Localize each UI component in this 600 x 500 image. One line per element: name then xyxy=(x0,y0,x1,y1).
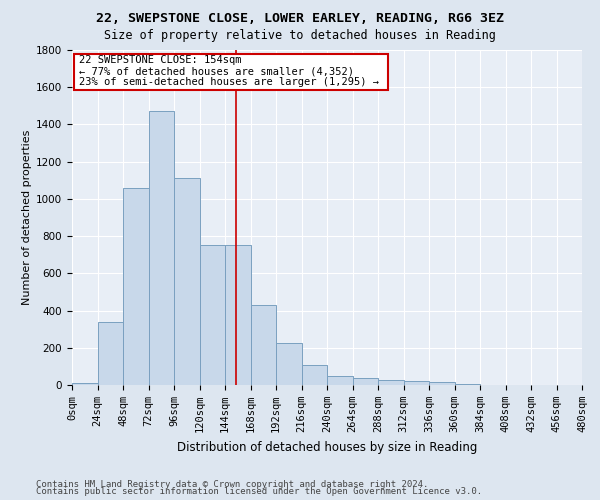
Bar xyxy=(378,380,404,385)
Bar xyxy=(353,378,378,385)
Y-axis label: Number of detached properties: Number of detached properties xyxy=(22,130,32,305)
Text: Contains public sector information licensed under the Open Government Licence v3: Contains public sector information licen… xyxy=(36,488,482,496)
FancyBboxPatch shape xyxy=(74,54,388,90)
Text: Size of property relative to detached houses in Reading: Size of property relative to detached ho… xyxy=(104,29,496,42)
Bar xyxy=(276,343,302,385)
Bar xyxy=(199,246,225,385)
Bar xyxy=(327,376,353,385)
Text: Contains HM Land Registry data © Crown copyright and database right 2024.: Contains HM Land Registry data © Crown c… xyxy=(36,480,428,489)
Bar xyxy=(72,383,97,385)
Bar xyxy=(174,178,199,385)
Bar xyxy=(404,382,429,385)
Bar xyxy=(97,322,123,385)
X-axis label: Distribution of detached houses by size in Reading: Distribution of detached houses by size … xyxy=(177,440,477,454)
Bar xyxy=(149,112,174,385)
Text: 22, SWEPSTONE CLOSE, LOWER EARLEY, READING, RG6 3EZ: 22, SWEPSTONE CLOSE, LOWER EARLEY, READI… xyxy=(96,12,504,26)
Bar xyxy=(429,382,455,385)
Bar xyxy=(251,305,276,385)
Bar xyxy=(225,246,251,385)
Bar xyxy=(123,188,149,385)
Bar xyxy=(302,364,327,385)
Text: 23% of semi-detached houses are larger (1,295) →: 23% of semi-detached houses are larger (… xyxy=(79,76,379,86)
Bar xyxy=(455,384,480,385)
Text: ← 77% of detached houses are smaller (4,352): ← 77% of detached houses are smaller (4,… xyxy=(79,66,355,76)
Text: 22 SWEPSTONE CLOSE: 154sqm: 22 SWEPSTONE CLOSE: 154sqm xyxy=(79,55,242,65)
